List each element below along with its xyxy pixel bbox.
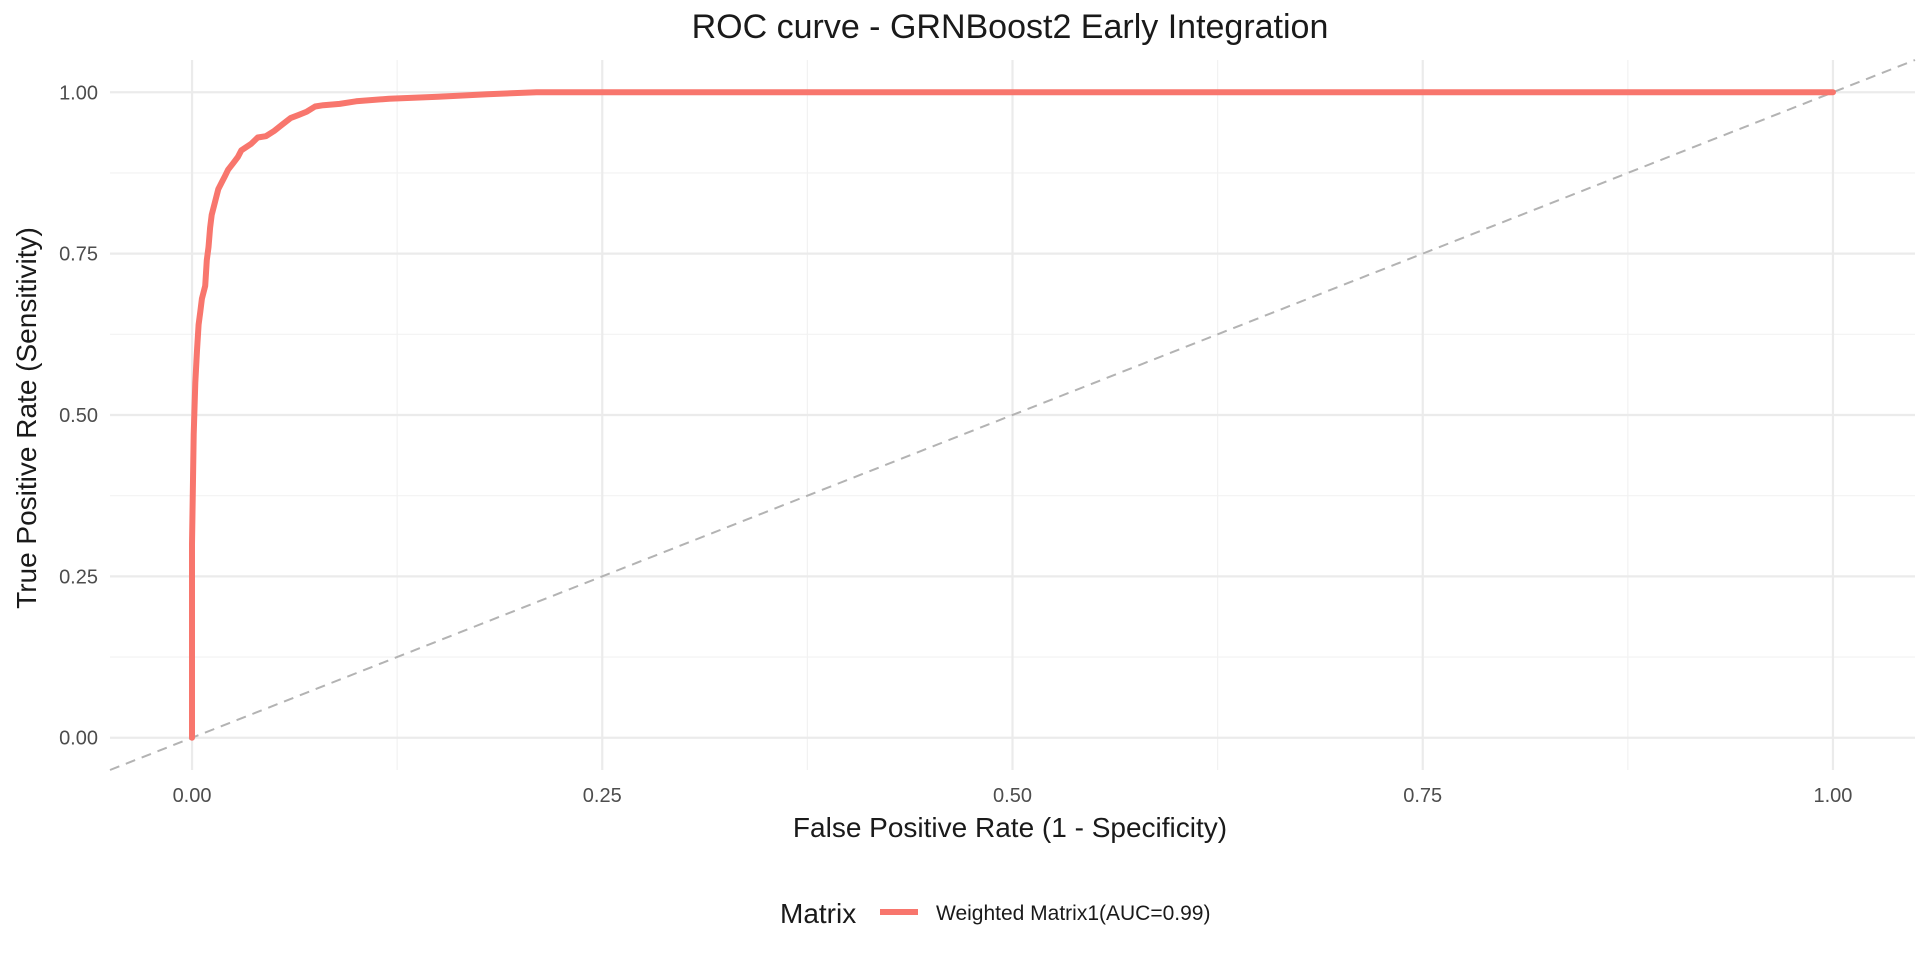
x-tick-label: 0.00	[173, 785, 212, 807]
reference-line-layer	[109, 59, 1916, 771]
y-axis-title: True Positive Rate (Sensitivity)	[11, 227, 42, 609]
chart-title: ROC curve - GRNBoost2 Early Integration	[692, 8, 1329, 46]
y-tick-label: 0.50	[59, 405, 98, 427]
y-axis-ticks: 0.00 0.25 0.50 0.75 1.00	[59, 82, 98, 749]
x-axis-ticks: 0.00 0.25 0.50 0.75 1.00	[173, 785, 1853, 807]
x-tick-label: 0.50	[993, 785, 1032, 807]
legend-label-weighted-matrix1: Weighted Matrix1(AUC=0.99)	[936, 902, 1210, 925]
x-tick-label: 1.00	[1813, 785, 1852, 807]
series-layer	[189, 89, 1836, 741]
x-tick-label: 0.25	[583, 785, 622, 807]
series-line-weighted-matrix1	[189, 89, 1836, 741]
y-tick-label: 0.75	[59, 244, 98, 266]
x-tick-label: 0.75	[1403, 785, 1442, 807]
y-tick-label: 0.25	[59, 566, 98, 588]
x-axis-title: False Positive Rate (1 - Specificity)	[793, 812, 1227, 843]
legend: Matrix Weighted Matrix1(AUC=0.99)	[780, 898, 1210, 929]
y-tick-label: 1.00	[59, 82, 98, 104]
y-tick-label: 0.00	[59, 728, 98, 750]
legend-title: Matrix	[780, 898, 856, 929]
reference-diagonal-line	[109, 59, 1916, 771]
